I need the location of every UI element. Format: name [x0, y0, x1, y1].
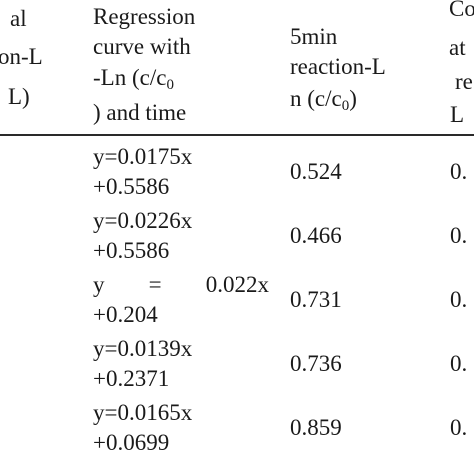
header-col4-line3: re [455, 69, 473, 94]
header-col4-line1: Co [449, 0, 474, 21]
row4-equation-line1: y=0.0139x [93, 336, 193, 361]
row4-col4-value: 0. [450, 351, 468, 376]
header-col2-line4: ) and time [93, 100, 187, 125]
row3-equation-line2: +0.204 [93, 302, 158, 327]
row2-ln-value: 0.466 [290, 223, 342, 248]
header-col3-line1: 5min [290, 24, 338, 49]
row1-equation-line2: +0.5586 [93, 174, 170, 199]
header-col3-line2: reaction-L [290, 54, 386, 79]
header-col2-line1: Regression [93, 4, 196, 29]
row3-col4-value: 0. [450, 287, 468, 312]
row3-equation-line1: y = 0.022x [93, 272, 269, 297]
header-rule [0, 134, 474, 136]
row5-equation-line1: y=0.0165x [93, 400, 193, 425]
header-col4-line2: at [449, 35, 466, 60]
row1-equation-line1: y=0.0175x [93, 144, 193, 169]
row2-equation-line1: y=0.0226x [93, 208, 193, 233]
row2-equation-line2: +0.5586 [93, 238, 170, 263]
row1-col4-value: 0. [450, 159, 468, 184]
header-col1-line3: L) [8, 84, 30, 109]
header-col1-line1: al [10, 6, 27, 31]
header-col4-line4: L [450, 102, 465, 127]
row2-col4-value: 0. [450, 223, 468, 248]
header-col2-line3: -Ln (c/c0 [93, 65, 174, 93]
row5-equation-line2: +0.0699 [93, 430, 170, 455]
row4-ln-value: 0.736 [290, 351, 342, 376]
row4-equation-line2: +0.2371 [93, 366, 170, 391]
header-col1-line2: on-L [0, 44, 43, 69]
header-col3-line3: n (c/c0) [290, 86, 357, 114]
row5-col4-value: 0. [450, 415, 468, 440]
row3-ln-value: 0.731 [290, 287, 342, 312]
row1-ln-value: 0.524 [290, 159, 342, 184]
row5-ln-value: 0.859 [290, 415, 342, 440]
header-col2-line2: curve with [93, 34, 191, 59]
